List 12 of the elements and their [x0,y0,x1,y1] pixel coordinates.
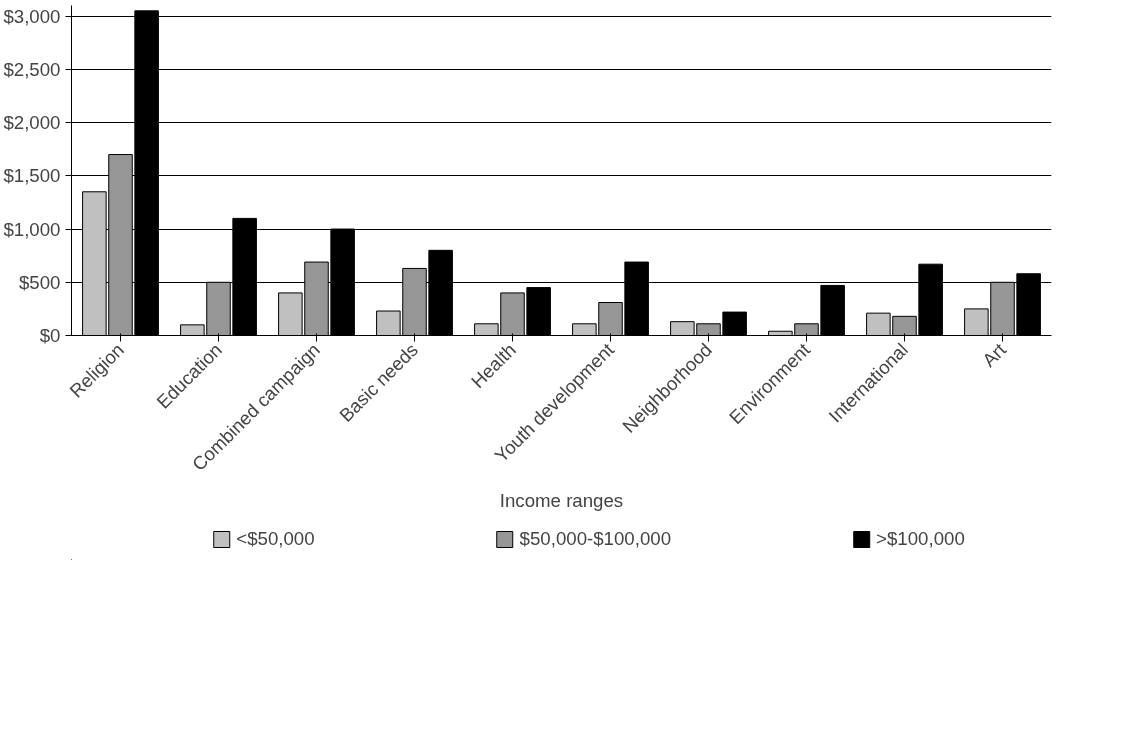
y-tick-label: $2,500 [3,58,61,80]
y-tick-label: $0 [39,325,61,346]
y-tick-label: $1,500 [3,165,61,187]
y-tick-label: $2,000 [3,112,61,134]
legend-label: $50,000-$100,000 [519,528,672,550]
legend-label: >$100,000 [876,528,965,550]
y-tick-label: $500 [19,271,61,293]
y-tick-label: $1,000 [3,218,61,240]
legend-label: <$50,000 [236,528,315,550]
x-axis-title: Income ranges [499,490,624,512]
x-tick-label: Art [978,338,1011,371]
y-tick-label: $3,000 [3,5,61,27]
